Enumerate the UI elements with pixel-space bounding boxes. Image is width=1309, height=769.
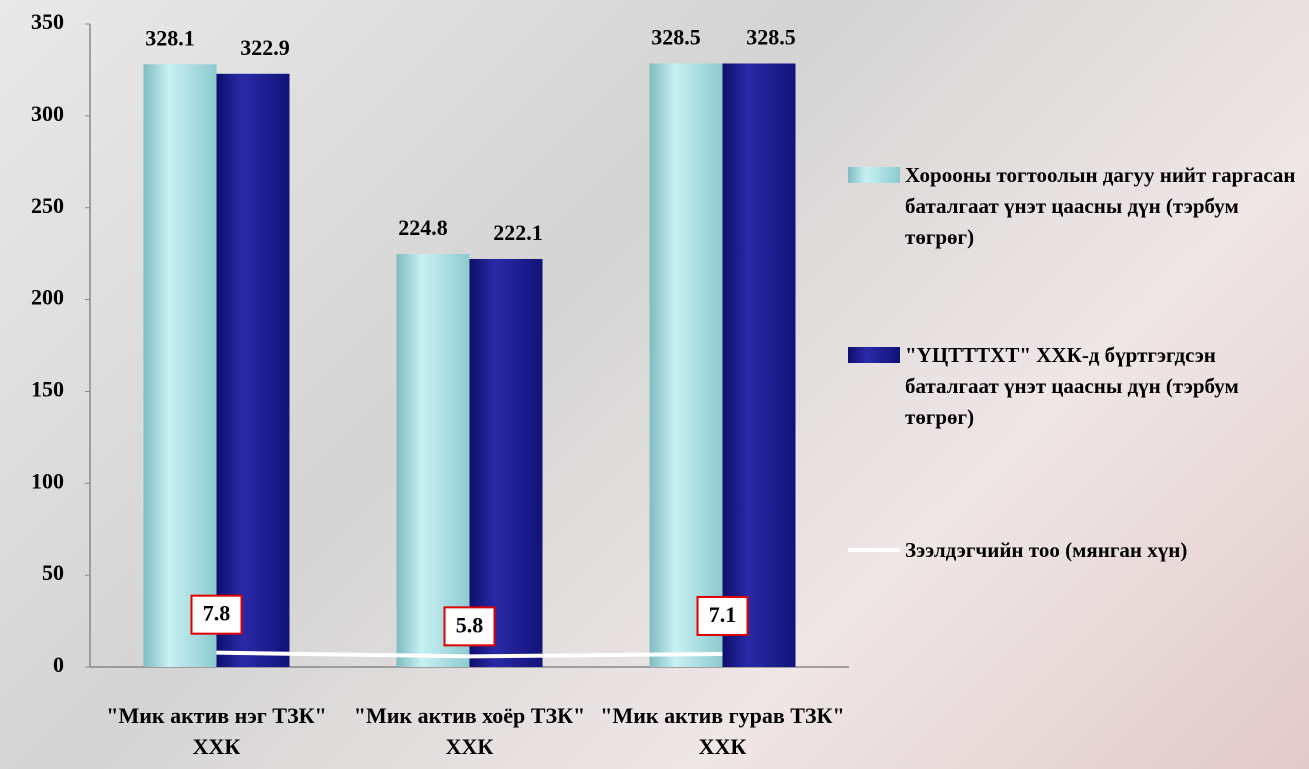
legend-label: "ҮЦТТТХТ" ХХК-д бүртгэгдсэн баталгаат үн… [905,343,1239,429]
y-tick-label: 50 [42,560,64,585]
data-label-box [190,594,243,635]
legend-label: Зээлдэгчийн тоо (мянган хүн) [905,538,1188,562]
data-label: 328.5 [746,25,796,50]
data-label: 328.1 [145,25,195,50]
data-label: 222.1 [493,220,543,245]
data-label: 7.8 [203,601,231,626]
data-label-box [443,606,496,647]
y-tick-label: 0 [53,652,64,677]
bar [143,64,217,668]
y-tick-label: 100 [31,468,64,493]
x-tick-label: "Мик актив хоёр ТЗК" ХХК [353,703,586,759]
data-label: 322.9 [240,35,290,60]
data-label: 224.8 [398,215,448,240]
bar [396,254,470,667]
legend-swatch [848,347,900,363]
data-label-box [696,595,749,636]
y-tick-label: 150 [31,376,64,401]
bar [216,73,290,668]
legend-label: Хорооны тогтоолын дагуу нийт гаргасан ба… [905,163,1296,249]
bar [649,63,723,667]
y-tick-label: 350 [31,9,64,34]
bar [469,258,543,667]
bar [722,63,796,667]
data-label: 328.5 [651,25,701,50]
data-label: 5.8 [456,612,484,637]
y-tick-label: 200 [31,285,64,310]
y-tick-label: 250 [31,193,64,218]
line [216,650,723,659]
legend-swatch [848,167,900,183]
x-tick-label: "Мик актив нэг ТЗК" ХХК [106,703,327,759]
x-tick-label: "Мик актив гурав ТЗК" ХХК [600,703,845,759]
data-label: 7.1 [709,602,737,627]
y-tick-label: 300 [31,101,64,126]
